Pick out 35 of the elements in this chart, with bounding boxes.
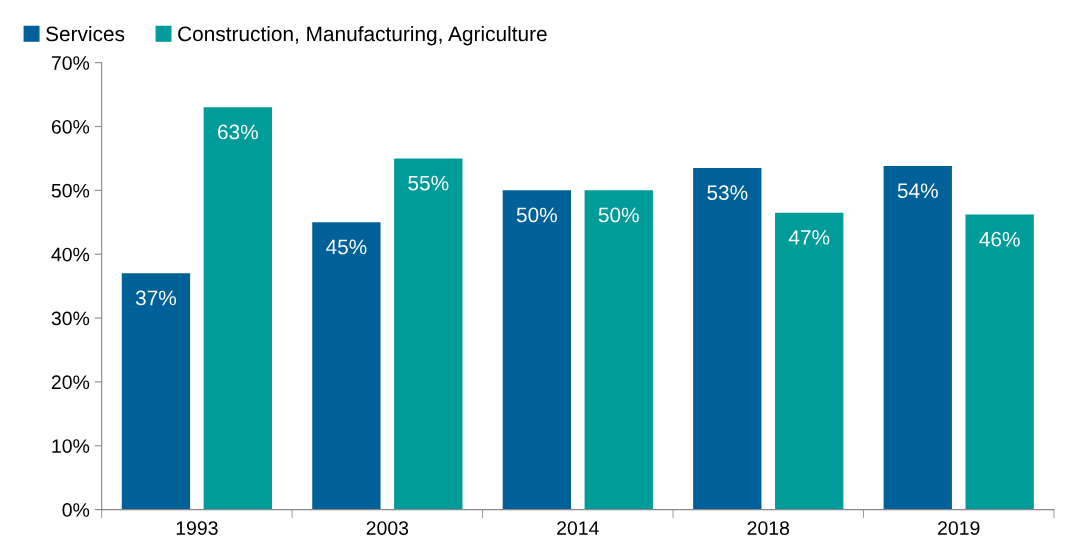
data-label: 50% (598, 207, 639, 223)
x-tick-label: 2014 (557, 521, 599, 535)
data-label: 45% (326, 239, 367, 255)
bar (203, 107, 272, 510)
bar (883, 166, 952, 510)
y-tick-label: 40% (51, 247, 90, 262)
data-label: 53% (707, 185, 748, 201)
bar (394, 158, 463, 510)
y-tick-label: 20% (51, 375, 90, 390)
data-label: 54% (897, 183, 938, 199)
x-tick-label: 2019 (938, 521, 980, 535)
data-label: 63% (218, 124, 258, 140)
data-label: 46% (979, 231, 1020, 247)
legend-label: Construction, Manufacturing, Agriculture (178, 25, 547, 46)
bar (693, 168, 762, 510)
x-tick-label: 1993 (176, 521, 218, 535)
x-tick-label: 2018 (747, 521, 790, 535)
y-tick-label: 70% (51, 56, 90, 70)
y-tick-label: 30% (51, 311, 90, 326)
x-tick-label: 2003 (366, 521, 409, 535)
bar (312, 222, 381, 510)
legend-label: Services (46, 25, 125, 42)
bar (502, 190, 572, 510)
data-label: 50% (516, 207, 557, 223)
y-tick-label: 50% (51, 183, 90, 198)
bar (775, 212, 844, 510)
y-tick-label: 10% (52, 439, 90, 453)
data-label: 55% (408, 175, 449, 191)
bar (584, 190, 653, 510)
data-label: 37% (135, 290, 177, 306)
data-label: 47% (788, 230, 830, 245)
bar (965, 214, 1034, 510)
y-tick-label: 60% (51, 119, 90, 134)
bar (121, 273, 191, 510)
y-tick-label: 0% (62, 503, 90, 517)
